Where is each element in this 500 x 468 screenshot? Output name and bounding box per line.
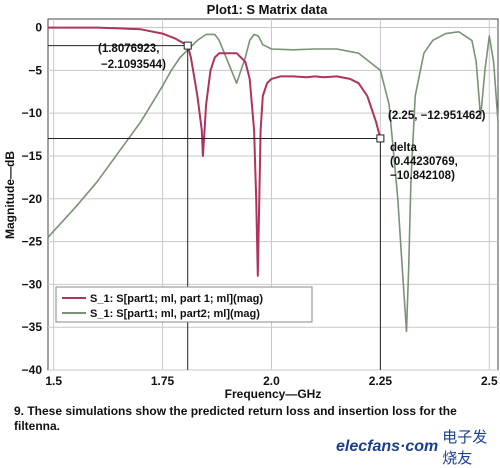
marker-2[interactable] xyxy=(376,134,385,143)
y-tick-label: −35 xyxy=(22,320,43,334)
chart: Plot1: S Matrix data 1.5 1.75 2.0 2.25 2.5 0… xyxy=(3,2,499,401)
marker-1-label-line1: (1.8076923, xyxy=(98,43,159,55)
y-tick-label: 0 xyxy=(35,21,42,35)
legend-label-s11: S_1: S[part1; ml, part 1; ml](mag) xyxy=(90,293,263,305)
x-tick-label: 2.0 xyxy=(263,374,280,388)
y-tick-label: −25 xyxy=(22,235,43,249)
marker-2-label: (2.25, −12.951462) xyxy=(388,110,486,122)
x-tick-label: 2.5 xyxy=(481,374,498,388)
y-tick-label: −10 xyxy=(22,106,43,120)
marker-1-label-line2: −2.1093544) xyxy=(101,59,166,71)
logo-text: elecfans·com xyxy=(336,438,439,455)
y-axis-label: Magnitude—dB xyxy=(3,151,17,239)
y-tick-label: −15 xyxy=(22,149,43,163)
x-tick-label: 1.75 xyxy=(151,374,175,388)
x-axis-label: Frequency—GHz xyxy=(225,387,322,401)
x-axis-ticks: 1.5 1.75 2.0 2.25 2.5 xyxy=(45,374,498,388)
grid xyxy=(48,19,498,371)
y-tick-label: −5 xyxy=(28,63,42,77)
y-tick-label: −40 xyxy=(22,363,43,377)
legend: S_1: S[part1; ml, part 1; ml](mag) S_1: … xyxy=(55,286,313,323)
chart-title: Plot1: S Matrix data xyxy=(207,2,328,17)
marker-layer xyxy=(48,41,385,370)
legend-label-s21: S_1: S[part1; ml, part2; ml](mag) xyxy=(90,308,260,320)
y-tick-label: −30 xyxy=(22,277,43,291)
delta-value-line1: (0.44230769, xyxy=(390,156,458,168)
site-logo: elecfans·com 电子发烧友 xyxy=(336,428,500,467)
legend-box xyxy=(55,286,313,323)
y-tick-label: −20 xyxy=(22,192,43,206)
delta-value-line2: −10.842108) xyxy=(390,170,455,182)
logo-chinese-text: 电子发烧友 xyxy=(442,428,488,467)
x-tick-label: 1.5 xyxy=(45,374,62,388)
y-axis-ticks: 0 −5 −10 −15 −20 −25 −30 −35 −40 xyxy=(22,21,43,377)
figure-caption: 9. These simulations show the predicted … xyxy=(14,404,457,433)
x-tick-label: 2.25 xyxy=(369,374,393,388)
delta-label: delta xyxy=(390,142,417,154)
series-line-1 xyxy=(47,30,499,333)
marker-1[interactable] xyxy=(183,41,192,50)
